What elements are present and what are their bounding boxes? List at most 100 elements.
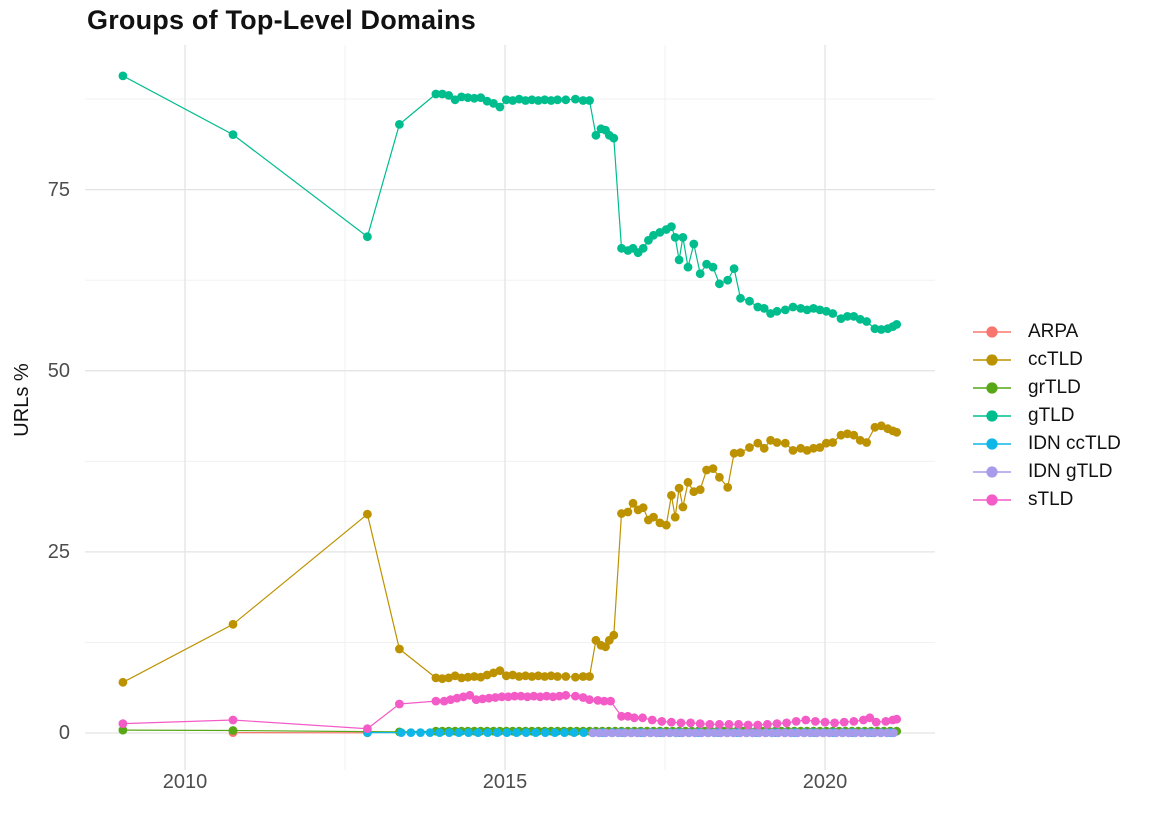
data-point-cctld <box>623 507 633 517</box>
data-point-gtld <box>561 95 571 105</box>
data-point-stld <box>593 696 603 705</box>
data-point-cctld <box>457 673 466 683</box>
data-point-gtld <box>678 233 688 242</box>
data-point-stld <box>734 719 743 729</box>
data-point-stld <box>465 690 475 700</box>
data-point-idn-gtld <box>626 728 636 738</box>
data-point-stld <box>763 719 772 729</box>
data-point-stld <box>791 717 801 726</box>
data-point-gtld <box>521 96 530 105</box>
data-point-idn-gtld <box>818 728 828 738</box>
data-point-grtld <box>228 726 238 735</box>
legend-key-point <box>986 326 998 338</box>
data-point-cctld <box>501 671 511 681</box>
data-point-grtld <box>118 725 128 735</box>
data-point-stld <box>881 717 891 726</box>
data-point-cctld <box>585 672 594 681</box>
data-point-stld <box>686 718 695 728</box>
data-point-gtld <box>501 95 511 105</box>
data-point-stld <box>820 717 830 727</box>
data-point-stld <box>395 699 404 709</box>
data-point-cctld <box>514 672 524 681</box>
legend-key-point <box>986 382 998 394</box>
data-point-cctld <box>695 485 705 494</box>
data-point-idn-cctld <box>464 728 473 737</box>
data-point-stld <box>497 692 507 702</box>
data-point-idn-gtld <box>805 728 815 738</box>
data-point-idn-gtld <box>889 728 898 738</box>
data-point-stld <box>772 719 782 728</box>
data-point-gtld <box>788 302 798 312</box>
data-point-stld <box>647 715 657 725</box>
data-point-idn-gtld <box>831 728 841 738</box>
data-point-stld <box>715 719 724 729</box>
data-point-cctld <box>708 464 718 473</box>
data-point-idn-gtld <box>799 728 809 738</box>
data-point-idn-gtld <box>863 728 873 738</box>
data-point-idn-gtld <box>857 728 866 738</box>
data-point-gtld <box>736 293 745 303</box>
data-point-idn-gtld <box>729 728 738 738</box>
y-tick-label: 50 <box>47 359 70 382</box>
data-point-cctld <box>521 671 530 681</box>
data-point-idn-gtld <box>844 728 854 738</box>
data-point-cctld <box>578 672 588 681</box>
data-point-cctld <box>649 512 658 522</box>
data-point-cctld <box>571 672 580 682</box>
data-point-gtld <box>723 275 733 285</box>
data-point-stld <box>743 720 753 730</box>
data-point-gtld <box>843 312 852 321</box>
data-point-gtld <box>469 93 479 103</box>
data-point-stld <box>695 719 705 728</box>
legend-key-icon <box>973 438 1011 450</box>
data-point-cctld <box>723 483 733 492</box>
data-point-idn-gtld <box>709 728 719 738</box>
legend-key-icon <box>973 354 1011 366</box>
data-point-gtld <box>540 95 550 105</box>
data-point-stld <box>484 693 494 703</box>
data-point-gtld <box>546 96 556 105</box>
data-point-cctld <box>463 672 473 682</box>
y-tick-label: 0 <box>58 722 70 744</box>
chart-title: Groups of Top-Level Domains <box>87 5 476 35</box>
data-point-idn-cctld <box>483 728 493 737</box>
data-point-stld <box>606 696 615 706</box>
data-point-cctld <box>753 438 763 448</box>
data-point-idn-cctld <box>521 728 531 737</box>
data-point-idn-gtld <box>677 728 687 738</box>
data-point-stld <box>865 713 875 723</box>
data-point-stld <box>892 714 902 724</box>
legend-item-label: ccTLD <box>1028 349 1083 370</box>
data-point-gtld <box>780 305 790 315</box>
data-point-gtld <box>495 102 505 112</box>
data-point-cctld <box>678 502 688 512</box>
data-point-stld <box>535 692 545 702</box>
data-point-stld <box>118 719 128 728</box>
data-point-cctld <box>437 674 447 684</box>
data-point-stld <box>471 695 481 705</box>
data-point-gtld <box>476 93 486 102</box>
data-point-idn-cctld <box>416 728 425 737</box>
data-point-gtld <box>870 324 880 334</box>
data-point-idn-gtld <box>748 728 758 738</box>
data-point-gtld <box>363 232 372 242</box>
data-point-idn-gtld <box>837 728 847 738</box>
data-point-idn-gtld <box>639 728 649 738</box>
data-point-stld <box>801 715 811 725</box>
data-point-cctld <box>469 672 479 681</box>
x-tick-label: 2015 <box>482 771 528 793</box>
data-point-stld <box>849 717 859 726</box>
data-point-cctld <box>495 666 505 676</box>
data-point-gtld <box>585 96 594 105</box>
data-point-cctld <box>667 491 676 500</box>
data-point-idn-gtld <box>601 728 610 738</box>
data-point-gtld <box>892 320 902 329</box>
data-point-stld <box>839 717 849 727</box>
data-point-idn-cctld <box>406 728 416 737</box>
data-point-idn-gtld <box>684 728 694 738</box>
data-point-cctld <box>809 443 818 453</box>
data-point-gtld <box>689 239 699 249</box>
data-point-stld <box>431 696 441 706</box>
data-point-cctld <box>628 498 638 508</box>
data-point-idn-gtld <box>716 728 726 738</box>
